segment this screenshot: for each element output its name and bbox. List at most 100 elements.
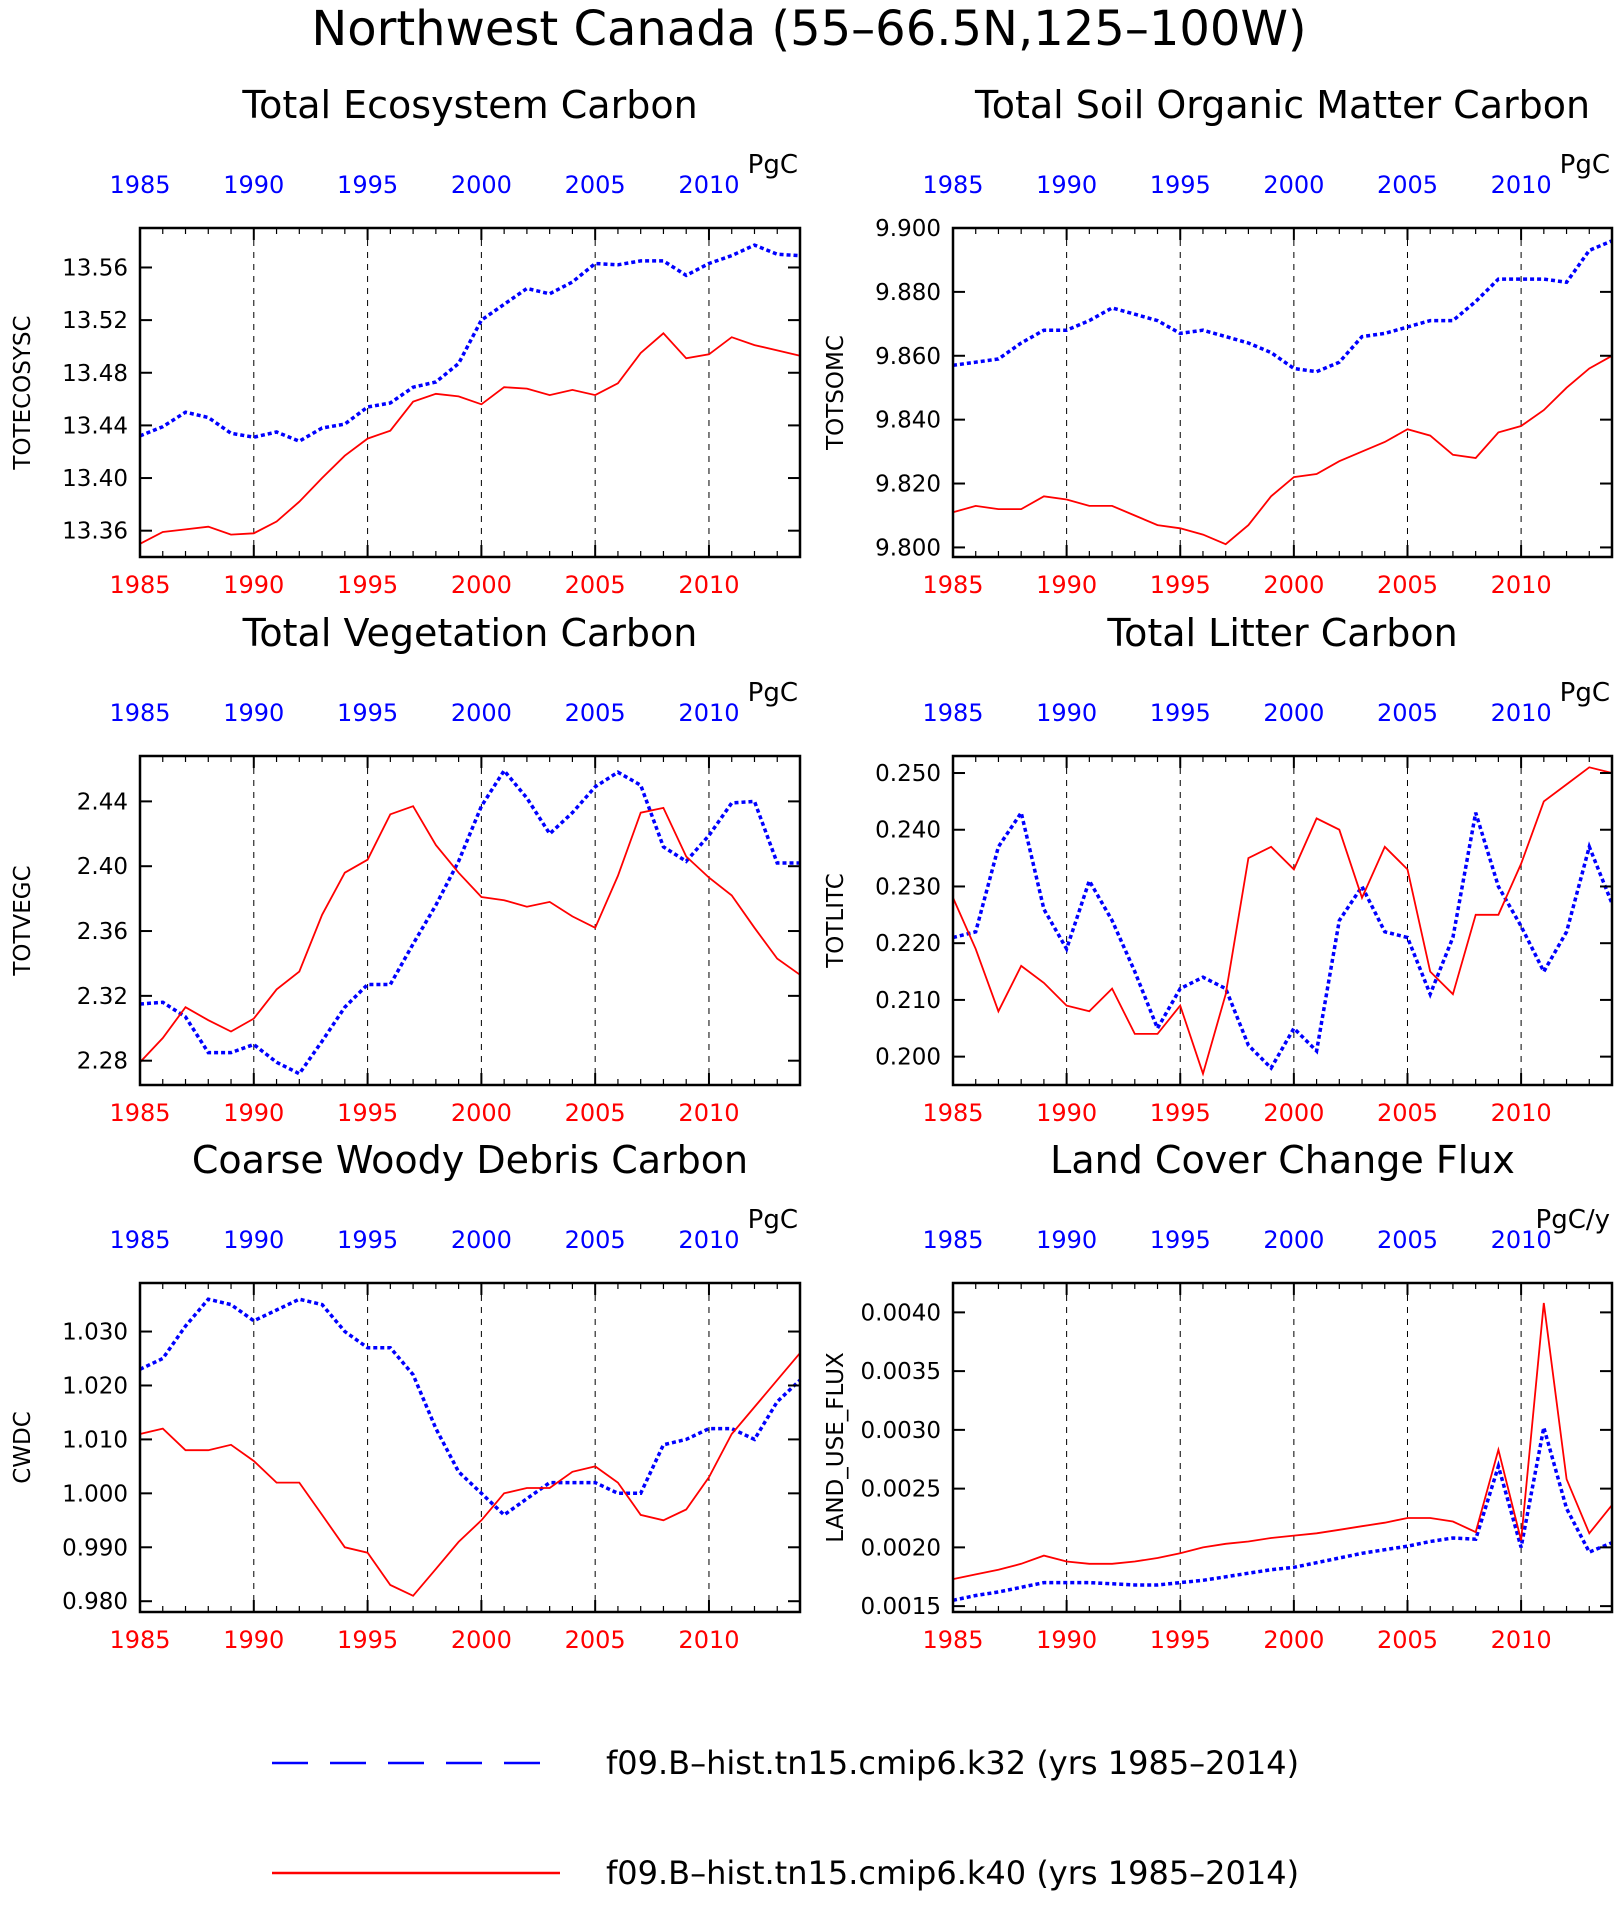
x-tick-label-top: 2005: [1377, 1226, 1438, 1254]
y-tick-label: 13.48: [62, 361, 128, 387]
units-label: PgC: [1560, 150, 1610, 180]
x-tick-label-bottom: 1990: [223, 571, 284, 599]
series-line-k40: [952, 1302, 1613, 1580]
x-tick-label-bottom: 2010: [1491, 571, 1552, 599]
x-tick-label-bottom: 2010: [1491, 1626, 1552, 1654]
x-tick-label-bottom: 2005: [1377, 571, 1438, 599]
units-label: PgC: [748, 150, 798, 180]
x-tick-label-bottom: 1990: [223, 1099, 284, 1127]
x-tick-label-top: 2000: [451, 1226, 512, 1254]
x-tick-label-top: 1985: [109, 1226, 170, 1254]
x-tick-label-bottom: 2005: [565, 571, 626, 599]
y-tick-label: 13.56: [62, 255, 128, 281]
y-tick-label: 0.0025: [861, 1477, 941, 1503]
x-tick-label-bottom: 1995: [337, 1626, 398, 1654]
y-tick-label: 0.240: [875, 818, 941, 844]
series-line-k32: [952, 808, 1614, 1071]
y-tick-label: 1.030: [62, 1320, 128, 1346]
x-tick-label-top: 2005: [1377, 171, 1438, 199]
plot-frame: [138, 226, 802, 559]
x-tick-label-top: 2000: [1263, 171, 1324, 199]
x-tick-label-top: 1990: [1036, 171, 1097, 199]
x-tick-label-top: 1990: [223, 1226, 284, 1254]
x-tick-label-bottom: 2000: [1263, 571, 1324, 599]
legend-label: f09.B–hist.tn15.cmip6.k40 (yrs 1985–2014…: [606, 1854, 1299, 1892]
chart-panel: Total Soil Organic Matter Carbon PgC 1985 1…: [823, 83, 1614, 599]
y-tick-label: 9.900: [875, 216, 941, 242]
x-tick-label-top: 1985: [922, 699, 983, 727]
series-line-k40: [139, 1352, 801, 1597]
y-tick-label: 13.36: [62, 519, 128, 545]
series-line-k32: [139, 767, 800, 1076]
x-tick-label-bottom: 1985: [109, 1626, 170, 1654]
chart-panel: Total Ecosystem Carbon PgC 1985 1985 1990 199…: [10, 83, 802, 599]
x-tick-label-bottom: 1990: [1036, 1099, 1097, 1127]
y-tick-label: 2.40: [77, 854, 128, 880]
x-tick-label-top: 2005: [565, 171, 626, 199]
x-tick-label-top: 2010: [678, 171, 739, 199]
chart-panel: Total Vegetation Carbon PgC 1985 1985 1990 19…: [10, 611, 802, 1127]
plot-frame: [138, 1281, 802, 1614]
series-line-k32: [139, 1297, 802, 1518]
x-tick-label-bottom: 2000: [451, 1099, 512, 1127]
x-tick-label-top: 2000: [1263, 1226, 1324, 1254]
y-axis-label: CWDC: [10, 1411, 36, 1484]
x-tick-label-bottom: 1985: [922, 571, 983, 599]
x-tick-label-bottom: 1995: [337, 1099, 398, 1127]
y-tick-label: 9.800: [875, 535, 941, 561]
x-tick-label-top: 2000: [1263, 699, 1324, 727]
units-label: PgC: [748, 1205, 798, 1235]
y-axis-label: TOTECOSYSC: [10, 315, 36, 470]
x-tick-label-top: 1995: [1150, 1226, 1211, 1254]
y-tick-label: 9.820: [875, 472, 941, 498]
chart-panel: Land Cover Change Flux PgC/y 1985 1985 1990 1…: [823, 1138, 1614, 1654]
x-tick-label-bottom: 1990: [1036, 1626, 1097, 1654]
x-tick-label-top: 1990: [1036, 699, 1097, 727]
x-tick-label-top: 2010: [678, 699, 739, 727]
x-tick-label-top: 1995: [337, 1226, 398, 1254]
x-tick-label-top: 2000: [451, 171, 512, 199]
chart-title: Coarse Woody Debris Carbon: [192, 1138, 748, 1182]
y-axis-label: TOTSOMC: [823, 335, 849, 451]
legend: f09.B–hist.tn15.cmip6.k32 (yrs 1985–2014…: [272, 1744, 1299, 1892]
x-tick-label-top: 2010: [1491, 171, 1552, 199]
x-tick-label-bottom: 2005: [565, 1099, 626, 1127]
y-tick-label: 0.0030: [861, 1418, 941, 1444]
x-tick-label-top: 2010: [678, 1226, 739, 1254]
y-tick-label: 13.44: [62, 413, 128, 439]
y-tick-label: 2.44: [77, 789, 128, 815]
x-tick-label-top: 1995: [337, 171, 398, 199]
y-tick-label: 1.010: [62, 1427, 128, 1453]
plot-frame: [951, 1281, 1614, 1614]
x-tick-label-bottom: 2010: [678, 1626, 739, 1654]
x-tick-label-top: 1985: [922, 171, 983, 199]
units-label: PgC: [748, 678, 798, 708]
x-tick-label-bottom: 2010: [1491, 1099, 1552, 1127]
series-line-k32: [139, 243, 801, 444]
x-tick-label-bottom: 1985: [109, 1099, 170, 1127]
x-tick-label-bottom: 2005: [565, 1626, 626, 1654]
y-tick-label: 1.020: [62, 1373, 128, 1399]
x-tick-label-bottom: 1995: [1150, 571, 1211, 599]
y-axis-label: LAND_USE_FLUX: [823, 1352, 849, 1543]
x-tick-label-bottom: 2010: [678, 571, 739, 599]
units-label: PgC/y: [1536, 1205, 1610, 1235]
x-tick-label-bottom: 2005: [1377, 1099, 1438, 1127]
y-tick-label: 9.880: [875, 280, 941, 306]
x-tick-label-bottom: 1985: [109, 571, 170, 599]
x-tick-label-top: 2010: [1491, 699, 1552, 727]
chart-title: Total Vegetation Carbon: [242, 611, 698, 655]
y-tick-label: 13.52: [62, 308, 128, 334]
chart-panel: Total Litter Carbon PgC 1985 1985 1990 1990 19…: [823, 611, 1614, 1127]
series-line-k40: [952, 766, 1613, 1077]
y-tick-label: 0.0035: [861, 1359, 941, 1385]
y-tick-label: 0.250: [875, 761, 941, 787]
chart-title: Land Cover Change Flux: [1050, 1138, 1515, 1182]
y-tick-label: 0.980: [62, 1589, 128, 1615]
y-tick-label: 2.32: [77, 984, 128, 1010]
x-tick-label-top: 1995: [1150, 171, 1211, 199]
x-tick-label-bottom: 1995: [1150, 1626, 1211, 1654]
x-tick-label-bottom: 1995: [1150, 1099, 1211, 1127]
